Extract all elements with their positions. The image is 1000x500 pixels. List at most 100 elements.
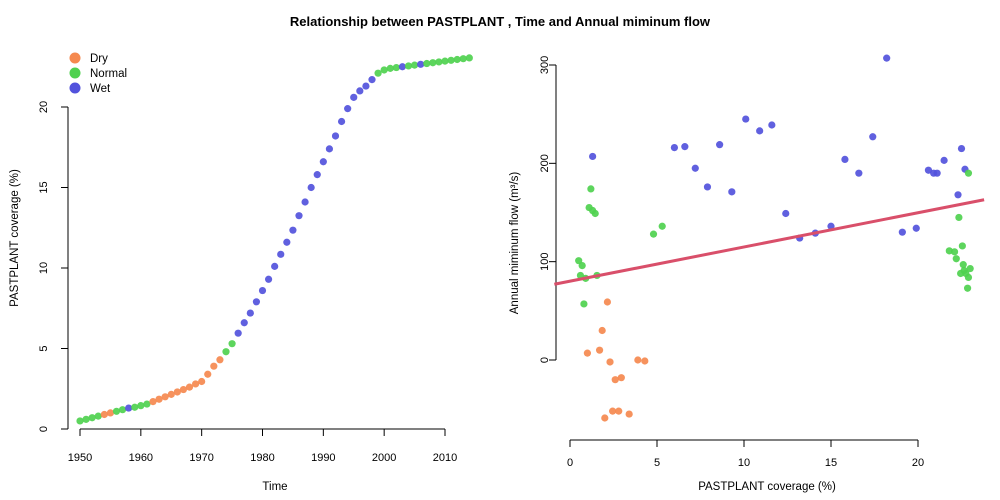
data-point-wet — [356, 87, 364, 95]
data-point-normal — [649, 230, 658, 238]
data-point-dry — [161, 393, 169, 401]
data-point-normal — [576, 271, 585, 280]
legend-marker-wet — [69, 82, 81, 94]
data-point-normal — [392, 63, 400, 72]
data-point-normal — [964, 169, 973, 177]
right-x-tick-label: 10 — [738, 457, 750, 469]
data-point-normal — [143, 400, 151, 408]
data-point-dry — [216, 356, 224, 364]
data-point-wet — [898, 228, 906, 236]
data-point-dry — [603, 298, 612, 306]
data-point-wet — [869, 133, 877, 141]
chart-title: Relationship between PASTPLANT , Time an… — [290, 14, 711, 29]
data-point-wet — [398, 63, 407, 71]
data-point-wet — [742, 115, 750, 123]
data-point-wet — [313, 171, 321, 179]
data-point-normal — [404, 62, 413, 70]
data-point-wet — [940, 156, 948, 164]
left-y-tick-label: 20 — [38, 101, 50, 113]
left-x-axis-label: Time — [262, 481, 287, 493]
data-point-normal — [112, 407, 121, 415]
left-x-tick-label: 1980 — [250, 452, 274, 464]
data-point-normal — [374, 69, 382, 77]
left-x-tick-label: 1950 — [68, 452, 92, 464]
data-point-wet — [240, 319, 248, 327]
data-point-normal — [423, 59, 431, 68]
data-point-wet — [337, 117, 346, 126]
data-point-dry — [167, 390, 175, 398]
data-point-normal — [88, 414, 96, 422]
right-y-tick-label: 100 — [539, 252, 551, 270]
data-point-normal — [447, 56, 455, 64]
left-x-tick-label: 1970 — [189, 452, 213, 464]
data-point-wet — [325, 145, 334, 153]
data-point-wet — [933, 169, 941, 177]
data-point-normal — [453, 55, 461, 64]
data-point-dry — [641, 357, 649, 365]
data-point-dry — [100, 410, 108, 419]
left-y-tick-label: 0 — [38, 426, 50, 432]
left-x-ticks: 1950 1960 1970 1980 1990 2000 2010 — [68, 429, 457, 464]
right-x-ticks: 0 5 10 15 20 — [567, 440, 924, 469]
data-point-normal — [964, 273, 973, 281]
data-point-wet — [258, 286, 267, 295]
data-point-dry — [583, 349, 592, 357]
data-point-wet — [344, 105, 352, 113]
data-point-normal — [658, 222, 666, 230]
left-y-ticks: 0 5 10 15 20 — [38, 101, 68, 432]
data-point-wet — [234, 329, 242, 337]
data-point-normal — [465, 54, 473, 62]
data-point-dry — [210, 362, 218, 370]
legend-marker-normal — [69, 67, 81, 79]
data-point-normal — [959, 261, 967, 269]
legend-label: Normal — [90, 68, 127, 80]
data-point-wet — [252, 298, 261, 306]
time-coverage-plot: 1950 1960 1970 1980 1990 2000 2010 0 5 10 15 20 Ti… — [9, 52, 473, 493]
data-point-wet — [883, 54, 891, 62]
data-point-wet — [681, 143, 689, 151]
data-point-normal — [82, 415, 90, 423]
data-point-wet — [782, 209, 790, 218]
data-point-normal — [386, 64, 394, 72]
data-point-wet — [768, 121, 776, 129]
data-point-wet — [954, 191, 962, 199]
right-y-tick-label: 300 — [539, 56, 551, 74]
data-point-normal — [587, 185, 595, 193]
data-point-dry — [601, 414, 609, 422]
data-point-wet — [716, 141, 724, 149]
data-point-normal — [137, 402, 145, 410]
data-point-normal — [952, 255, 960, 263]
right-x-tick-label: 20 — [912, 457, 924, 469]
right-y-axis-label: Annual miminum flow (m³/s) — [509, 172, 521, 315]
left-x-tick-label: 2010 — [433, 452, 457, 464]
data-point-dry — [611, 376, 619, 384]
data-point-dry — [615, 407, 623, 415]
data-point-dry — [155, 395, 163, 403]
data-point-normal — [76, 417, 84, 425]
data-point-dry — [179, 385, 188, 394]
data-point-dry — [191, 380, 200, 388]
coverage-flow-plot: 0 5 10 15 20 0 100 200 300 PASTPLANT coverage (… — [509, 54, 985, 493]
data-point-normal — [459, 55, 467, 63]
data-point-normal — [429, 59, 437, 67]
data-point-normal — [580, 300, 588, 308]
right-x-tick-label: 0 — [567, 457, 573, 469]
data-point-normal — [94, 412, 102, 420]
left-x-tick-label: 1990 — [311, 452, 335, 464]
right-points — [575, 54, 974, 422]
regression-line — [554, 198, 985, 286]
data-point-normal — [955, 213, 963, 222]
data-point-normal — [435, 58, 443, 66]
data-point-dry — [173, 388, 181, 396]
legend-label: Dry — [90, 53, 108, 65]
data-point-wet — [957, 144, 966, 153]
data-point-normal — [118, 406, 127, 414]
data-point-wet — [912, 224, 920, 232]
data-point-wet — [331, 132, 340, 140]
data-point-normal — [441, 57, 449, 65]
data-point-normal — [966, 264, 974, 273]
data-point-dry — [606, 358, 614, 366]
left-y-axis-label: PASTPLANT coverage (%) — [9, 169, 21, 307]
left-y-tick-label: 15 — [38, 181, 50, 193]
